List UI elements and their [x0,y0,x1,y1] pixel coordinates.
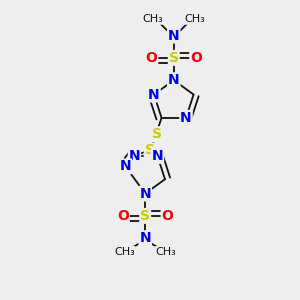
Text: O: O [190,51,202,65]
Text: N: N [120,159,131,173]
Text: O: O [146,51,158,65]
Text: CH₃: CH₃ [156,247,176,256]
Text: N: N [168,73,180,87]
Text: O: O [117,209,129,223]
Text: N: N [180,111,192,125]
Text: N: N [168,28,180,43]
Text: N: N [148,88,160,101]
Text: O: O [162,209,173,223]
Text: CH₃: CH₃ [114,247,135,256]
Text: S: S [140,209,150,223]
Text: CH₃: CH₃ [142,14,163,24]
Text: N: N [140,231,151,245]
Text: CH₃: CH₃ [184,14,205,24]
Text: S: S [145,143,155,158]
Text: S: S [169,51,179,65]
Text: S: S [152,127,162,141]
Text: N: N [140,187,151,201]
Text: N: N [129,149,140,163]
Text: N: N [152,149,163,163]
